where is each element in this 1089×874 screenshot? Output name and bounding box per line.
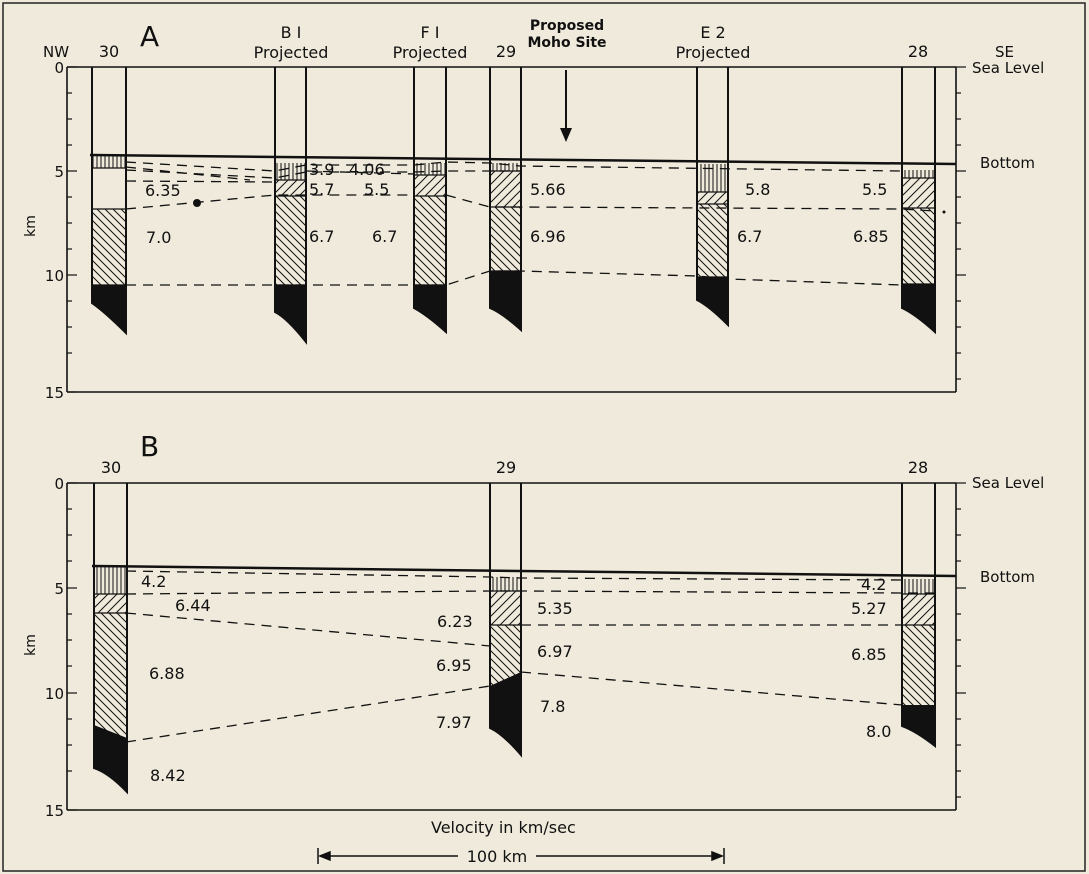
panel-b-sea-level-label: Sea Level xyxy=(972,474,1044,492)
velocity-label: 6.97 xyxy=(537,642,573,661)
scale-bar-label: 100 km xyxy=(467,847,527,866)
velocity-label: 6.7 xyxy=(309,227,334,246)
panel-b-ylabel: km xyxy=(23,634,39,656)
panel-a: A NW SE 30 B I Projected F I Projected 2… xyxy=(23,18,1044,402)
panel-b-letter: B xyxy=(140,430,159,463)
velocity-label: 5.5 xyxy=(862,180,887,199)
panel-b: B 30 29 28 0 5 10 15 km Sea Level Bottom xyxy=(23,430,1044,820)
panel-a-station-headers: 30 B I Projected F I Projected 29 E 2 Pr… xyxy=(99,23,928,62)
tick-label: 5 xyxy=(54,163,64,181)
velocity-label: 5.35 xyxy=(537,599,573,618)
panel-a-right-direction: SE xyxy=(995,43,1014,61)
tick-label: 5 xyxy=(54,580,64,598)
panel-b-right-ticks xyxy=(956,482,966,798)
panel-b-seafloor-line xyxy=(91,564,957,578)
tick-label: 10 xyxy=(45,685,64,703)
velocity-label: 6.7 xyxy=(372,227,397,246)
velocity-label: 5.8 xyxy=(745,180,770,199)
velocity-label: 6.85 xyxy=(853,227,889,246)
station-header-f1-projected: Projected xyxy=(393,43,468,62)
station-header-30: 30 xyxy=(101,458,121,477)
station-header-b1-name: B I xyxy=(281,23,302,42)
velocity-label: 6.96 xyxy=(530,227,566,246)
velocity-label: 4.2 xyxy=(861,575,886,594)
velocity-label: 7.97 xyxy=(436,713,472,732)
scale-bar xyxy=(317,848,725,864)
moho-site-label-line2: Moho Site xyxy=(527,35,606,51)
panel-b-station-headers: 30 29 28 xyxy=(101,458,928,477)
velocity-label: 6.44 xyxy=(175,596,211,615)
velocity-label: 7.8 xyxy=(540,697,565,716)
station-header-b1-projected: Projected xyxy=(254,43,329,62)
velocity-label: 5.5 xyxy=(364,180,389,199)
station-header-28: 28 xyxy=(908,42,928,61)
panel-a-bottom-label: Bottom xyxy=(980,154,1035,172)
station-header-f1-name: F I xyxy=(420,23,439,42)
velocity-label: 8.0 xyxy=(866,722,891,741)
velocity-label: 6.85 xyxy=(851,645,887,664)
panel-a-axes xyxy=(66,66,957,393)
velocity-label: 6.7 xyxy=(737,227,762,246)
panel-a-column-29 xyxy=(489,67,522,333)
panel-b-axes xyxy=(66,482,957,811)
panel-b-left-ticks xyxy=(67,482,77,811)
panel-b-layer-boundaries xyxy=(125,570,935,743)
panel-a-tick-labels: 0 5 10 15 xyxy=(45,59,64,402)
panel-a-left-ticks xyxy=(67,66,77,393)
velocity-caption: Velocity in km/sec xyxy=(431,818,576,837)
panel-a-seafloor-line xyxy=(89,153,957,166)
velocity-label: 6.23 xyxy=(437,612,473,631)
panel-a-sea-level-label: Sea Level xyxy=(972,59,1044,77)
panel-a-column-f1 xyxy=(413,67,447,335)
velocity-label: 7.0 xyxy=(146,228,171,247)
velocity-label: 5.66 xyxy=(530,180,566,199)
tick-label: 15 xyxy=(45,802,64,820)
tick-label: 10 xyxy=(45,267,64,285)
panel-a-observation-dot xyxy=(942,210,946,214)
velocity-label: 6.88 xyxy=(149,664,185,683)
velocity-label: 8.42 xyxy=(150,766,186,785)
velocity-label: 6.95 xyxy=(436,656,472,675)
tick-label: 15 xyxy=(45,384,64,402)
station-header-e2-name: E 2 xyxy=(700,23,725,42)
velocity-label: 5.7 xyxy=(309,180,334,199)
velocity-label: 4.06 xyxy=(349,160,385,179)
panel-b-bottom-label: Bottom xyxy=(980,568,1035,586)
tick-label: 0 xyxy=(54,59,64,77)
panel-b-column-28 xyxy=(901,483,936,749)
panel-a-right-ticks xyxy=(956,66,966,380)
panel-b-tick-labels: 0 5 10 15 xyxy=(45,475,64,820)
station-header-e2-projected: Projected xyxy=(676,43,751,62)
panel-b-velocity-labels: 4.2 6.44 6.88 8.42 6.23 6.95 7.97 5.35 6… xyxy=(141,572,891,785)
station-header-30: 30 xyxy=(99,42,119,61)
panel-a-ylabel: km xyxy=(23,215,39,237)
station-header-29: 29 xyxy=(496,42,516,61)
velocity-label: 6.35 xyxy=(145,181,181,200)
panel-a-observation-dot xyxy=(193,199,201,207)
panel-a-column-b1 xyxy=(274,67,307,345)
moho-site-arrow xyxy=(560,70,572,142)
station-header-28: 28 xyxy=(908,458,928,477)
velocity-label: 4.2 xyxy=(141,572,166,591)
panel-b-column-30 xyxy=(93,483,128,795)
panel-a-velocity-labels: 6.35 7.0 3.9 4.06 5.7 5.5 6.7 6.7 5.66 6… xyxy=(145,160,889,247)
velocity-label: 5.27 xyxy=(851,599,887,618)
tick-label: 0 xyxy=(54,475,64,493)
station-header-29: 29 xyxy=(496,458,516,477)
velocity-label: 3.9 xyxy=(309,160,334,179)
panel-a-letter: A xyxy=(140,20,159,53)
panel-a-column-28 xyxy=(901,67,936,335)
panel-a-column-30 xyxy=(91,67,127,336)
panel-b-column-29 xyxy=(489,483,522,758)
panel-a-left-direction: NW xyxy=(43,43,69,61)
panel-a-column-e2 xyxy=(696,67,729,328)
moho-site-label-line1: Proposed xyxy=(530,18,604,34)
